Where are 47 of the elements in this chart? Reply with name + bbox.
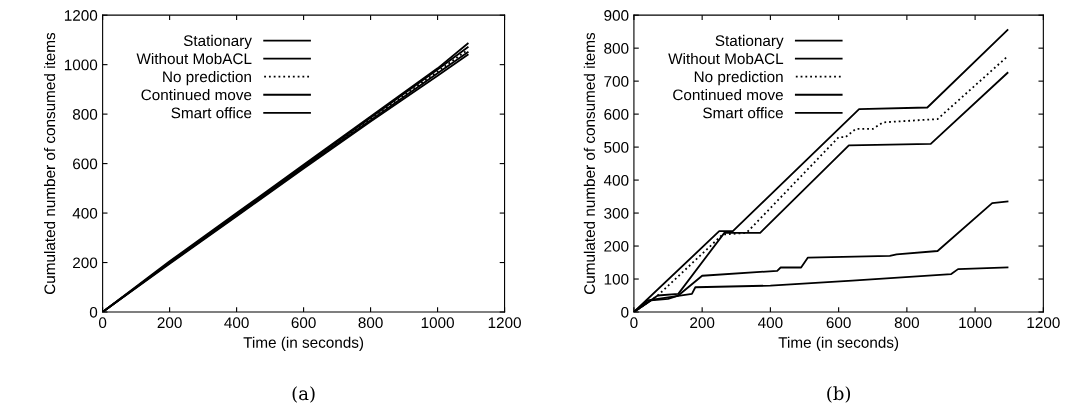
legend-label: Without MobACL (136, 52, 252, 65)
text: (b) (827, 386, 851, 403)
x-tick-label: 1200 (1027, 317, 1060, 329)
legend-label: No prediction (694, 70, 783, 86)
y-tick-label: 1200 (64, 10, 98, 21)
legend-label: Stationary (715, 34, 784, 50)
x-axis-title: Time (in seconds) (243, 336, 364, 351)
x-tick-label: 600 (826, 317, 851, 329)
x-tick-label: 400 (224, 317, 249, 329)
legend-label: Stationary (183, 34, 252, 50)
y-tick-label: 1000 (64, 59, 98, 71)
x-tick-label: 400 (758, 317, 783, 329)
legend-label: Smart office (171, 107, 252, 119)
y-tick-label: 0 (621, 306, 629, 318)
x-tick-label: 600 (291, 317, 316, 329)
x-tick-label: 200 (690, 317, 715, 329)
y-tick-label: 0 (89, 306, 98, 318)
legend-label: Continued move (673, 89, 783, 101)
x-tick-label: 1000 (959, 317, 992, 329)
text: (a) (292, 386, 315, 403)
y-tick-label: 200 (604, 240, 629, 252)
x-tick-label: 800 (894, 317, 920, 329)
y-tick-label: 600 (604, 108, 629, 120)
y-tick-label: 800 (72, 108, 98, 120)
y-tick-label: 200 (73, 257, 98, 269)
x-tick-label: 0 (98, 317, 107, 329)
x-tick-label: 800 (358, 317, 383, 329)
x-tick-label: 1000 (421, 317, 454, 329)
y-axis-title: Cumulated number of consumed items (583, 32, 595, 294)
y-tick-label: 400 (603, 174, 629, 186)
y-tick-label: 500 (604, 141, 629, 153)
y-tick-label: 700 (604, 76, 629, 87)
x-tick-label: 1200 (488, 317, 521, 329)
y-tick-label: 800 (604, 43, 629, 54)
y-tick-label: 600 (73, 158, 98, 170)
y-tick-label: 100 (604, 273, 629, 285)
y-tick-label: 400 (72, 207, 98, 219)
y-tick-label: 300 (604, 207, 629, 219)
legend-label: Continued move (141, 89, 252, 101)
y-tick-label: 900 (604, 10, 629, 21)
x-tick-label: 0 (630, 317, 638, 329)
x-axis-title: Time (in seconds) (778, 336, 899, 351)
legend-label: No prediction (163, 70, 251, 86)
legend-label: Without MobACL (668, 52, 784, 65)
x-tick-label: 200 (157, 317, 182, 329)
legend-label: Smart office (703, 107, 783, 119)
y-axis-title: Cumulated number of consumed items (43, 32, 56, 294)
